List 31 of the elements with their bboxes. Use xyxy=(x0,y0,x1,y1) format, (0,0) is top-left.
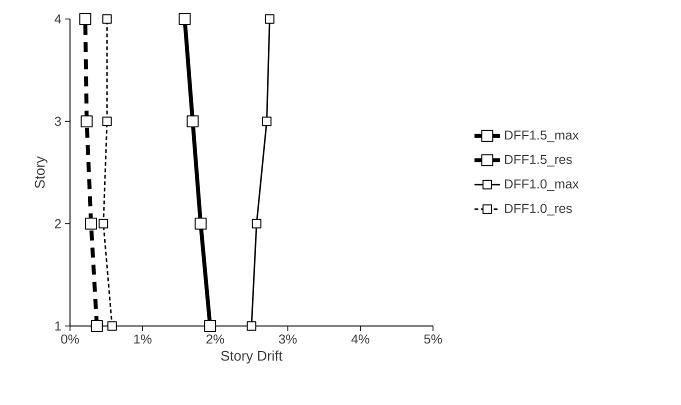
x-tick-label: 4% xyxy=(351,334,370,344)
y-tick-label: 1 xyxy=(55,322,61,330)
point xyxy=(90,320,103,332)
point xyxy=(102,14,112,24)
point xyxy=(178,13,191,25)
point xyxy=(80,115,93,128)
legend-label: DFF1.0_max xyxy=(505,179,579,191)
legend-label: DFF1.5_res xyxy=(505,154,572,166)
legend-label: DFF1.5_max xyxy=(505,130,579,142)
y-tick-label: 2 xyxy=(54,219,61,228)
point xyxy=(186,115,199,128)
x-tick-label: 1% xyxy=(134,334,152,344)
x-tick-label: 2% xyxy=(206,334,224,344)
y-tick-label: 4 xyxy=(54,14,62,24)
legend-label: DFF1.0_res xyxy=(505,204,572,216)
y-axis-title: Story xyxy=(34,156,48,188)
point xyxy=(85,218,98,230)
y-tick-label: 3 xyxy=(54,116,61,126)
point xyxy=(102,116,112,126)
point xyxy=(252,218,262,228)
point xyxy=(262,116,272,126)
point xyxy=(194,218,207,230)
x-tick-label: 0% xyxy=(61,334,79,344)
x-tick-label: 5% xyxy=(424,334,442,344)
point xyxy=(246,321,256,331)
point xyxy=(204,320,216,332)
point xyxy=(107,321,117,331)
x-tick-label: 3% xyxy=(278,334,297,344)
x-axis-title: Story Drift xyxy=(221,350,282,364)
point xyxy=(264,14,274,24)
point xyxy=(98,218,108,228)
